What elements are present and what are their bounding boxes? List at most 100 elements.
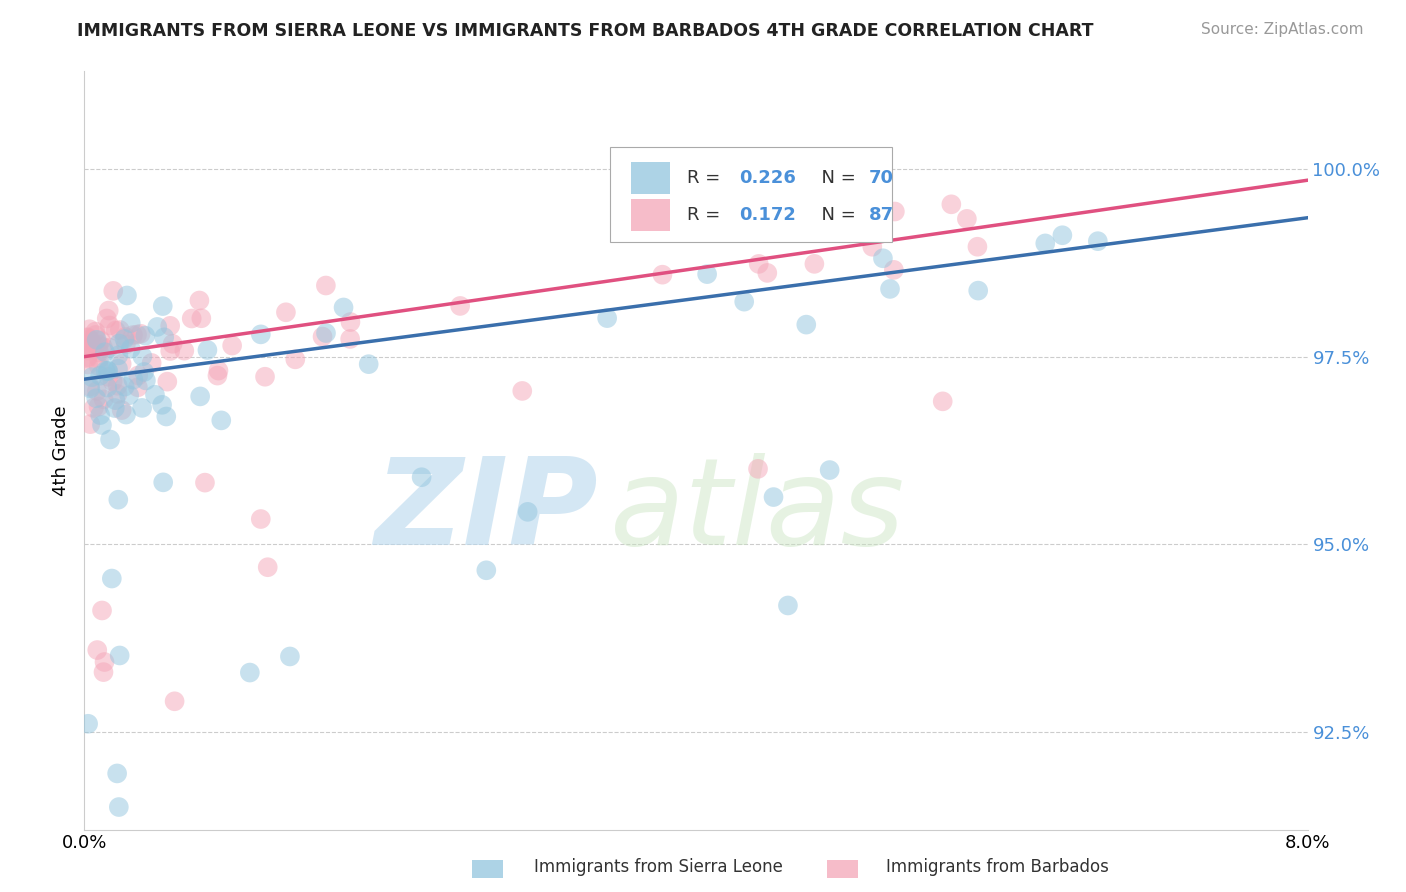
FancyBboxPatch shape [610, 147, 891, 242]
Point [879, 282, 901, 296]
Point [194, 475, 217, 490]
Point [941, 197, 963, 211]
Point [84, 327, 107, 342]
Point [256, 560, 278, 574]
Text: 0.172: 0.172 [738, 206, 796, 224]
Point [115, 408, 138, 422]
Point [79, 322, 101, 336]
Point [76, 351, 98, 366]
Point [143, 388, 166, 402]
Point [122, 373, 145, 387]
Point [883, 263, 905, 277]
Point [94, 364, 117, 378]
Point [93, 655, 115, 669]
Point [96, 380, 118, 394]
Point [253, 369, 276, 384]
Point [207, 363, 229, 377]
Point [89, 368, 111, 383]
Point [756, 266, 779, 280]
Point [91, 417, 114, 432]
Point [159, 318, 181, 333]
Point [111, 403, 134, 417]
Point [86, 384, 108, 398]
Point [129, 326, 152, 341]
Point [84, 325, 107, 339]
Point [120, 342, 142, 356]
Point [107, 378, 129, 392]
Point [733, 294, 755, 309]
Point [596, 311, 619, 326]
Point [80, 334, 103, 349]
Point [108, 323, 131, 337]
Point [96, 311, 118, 326]
Text: N =: N = [810, 169, 862, 187]
Point [76, 350, 98, 364]
Text: Immigrants from Sierra Leone: Immigrants from Sierra Leone [534, 858, 783, 876]
Point [207, 368, 229, 383]
Text: 70: 70 [869, 169, 893, 187]
Point [156, 375, 179, 389]
Point [93, 665, 115, 679]
Point [76, 331, 98, 345]
Point [339, 315, 361, 329]
Point [209, 413, 232, 427]
Point [1033, 236, 1056, 251]
Point [516, 505, 538, 519]
Point [866, 219, 889, 233]
Point [76, 337, 98, 351]
Point [86, 333, 108, 347]
Point [86, 643, 108, 657]
Point [250, 327, 273, 342]
Point [803, 257, 825, 271]
Point [77, 716, 100, 731]
Point [107, 387, 129, 401]
Text: N =: N = [810, 206, 862, 224]
Point [357, 357, 380, 371]
Point [135, 373, 157, 387]
Point [188, 293, 211, 308]
FancyBboxPatch shape [631, 199, 671, 230]
Point [76, 339, 98, 353]
Point [120, 316, 142, 330]
Point [107, 361, 129, 376]
Point [197, 343, 219, 357]
Point [77, 358, 100, 372]
Point [79, 332, 101, 346]
Point [162, 336, 184, 351]
Point [883, 204, 905, 219]
Point [107, 492, 129, 507]
Point [150, 398, 173, 412]
Text: 0.226: 0.226 [738, 169, 796, 187]
Point [127, 380, 149, 394]
Point [332, 301, 354, 315]
Point [97, 364, 120, 378]
Point [339, 332, 361, 346]
Point [87, 400, 110, 414]
Point [163, 694, 186, 708]
Point [311, 329, 333, 343]
Point [284, 352, 307, 367]
Point [104, 324, 127, 338]
Point [221, 338, 243, 352]
Point [79, 417, 101, 431]
Point [125, 327, 148, 342]
Point [651, 268, 673, 282]
Point [1087, 234, 1109, 248]
Point [76, 343, 98, 358]
Text: ZIP: ZIP [374, 452, 598, 570]
Point [696, 267, 718, 281]
Text: atlas: atlas [610, 452, 905, 570]
Point [510, 384, 533, 398]
Point [747, 462, 769, 476]
Point [274, 305, 297, 319]
Point [108, 336, 131, 351]
Point [114, 379, 136, 393]
Point [101, 572, 124, 586]
Point [966, 240, 988, 254]
Point [103, 284, 125, 298]
Point [104, 401, 127, 415]
Point [315, 326, 337, 340]
Point [108, 800, 131, 814]
Point [105, 766, 128, 780]
Point [122, 328, 145, 343]
